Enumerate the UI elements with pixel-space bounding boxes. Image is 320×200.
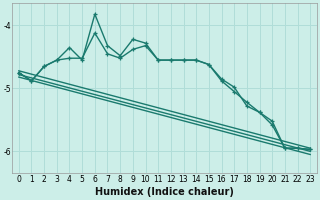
X-axis label: Humidex (Indice chaleur): Humidex (Indice chaleur)	[95, 187, 234, 197]
